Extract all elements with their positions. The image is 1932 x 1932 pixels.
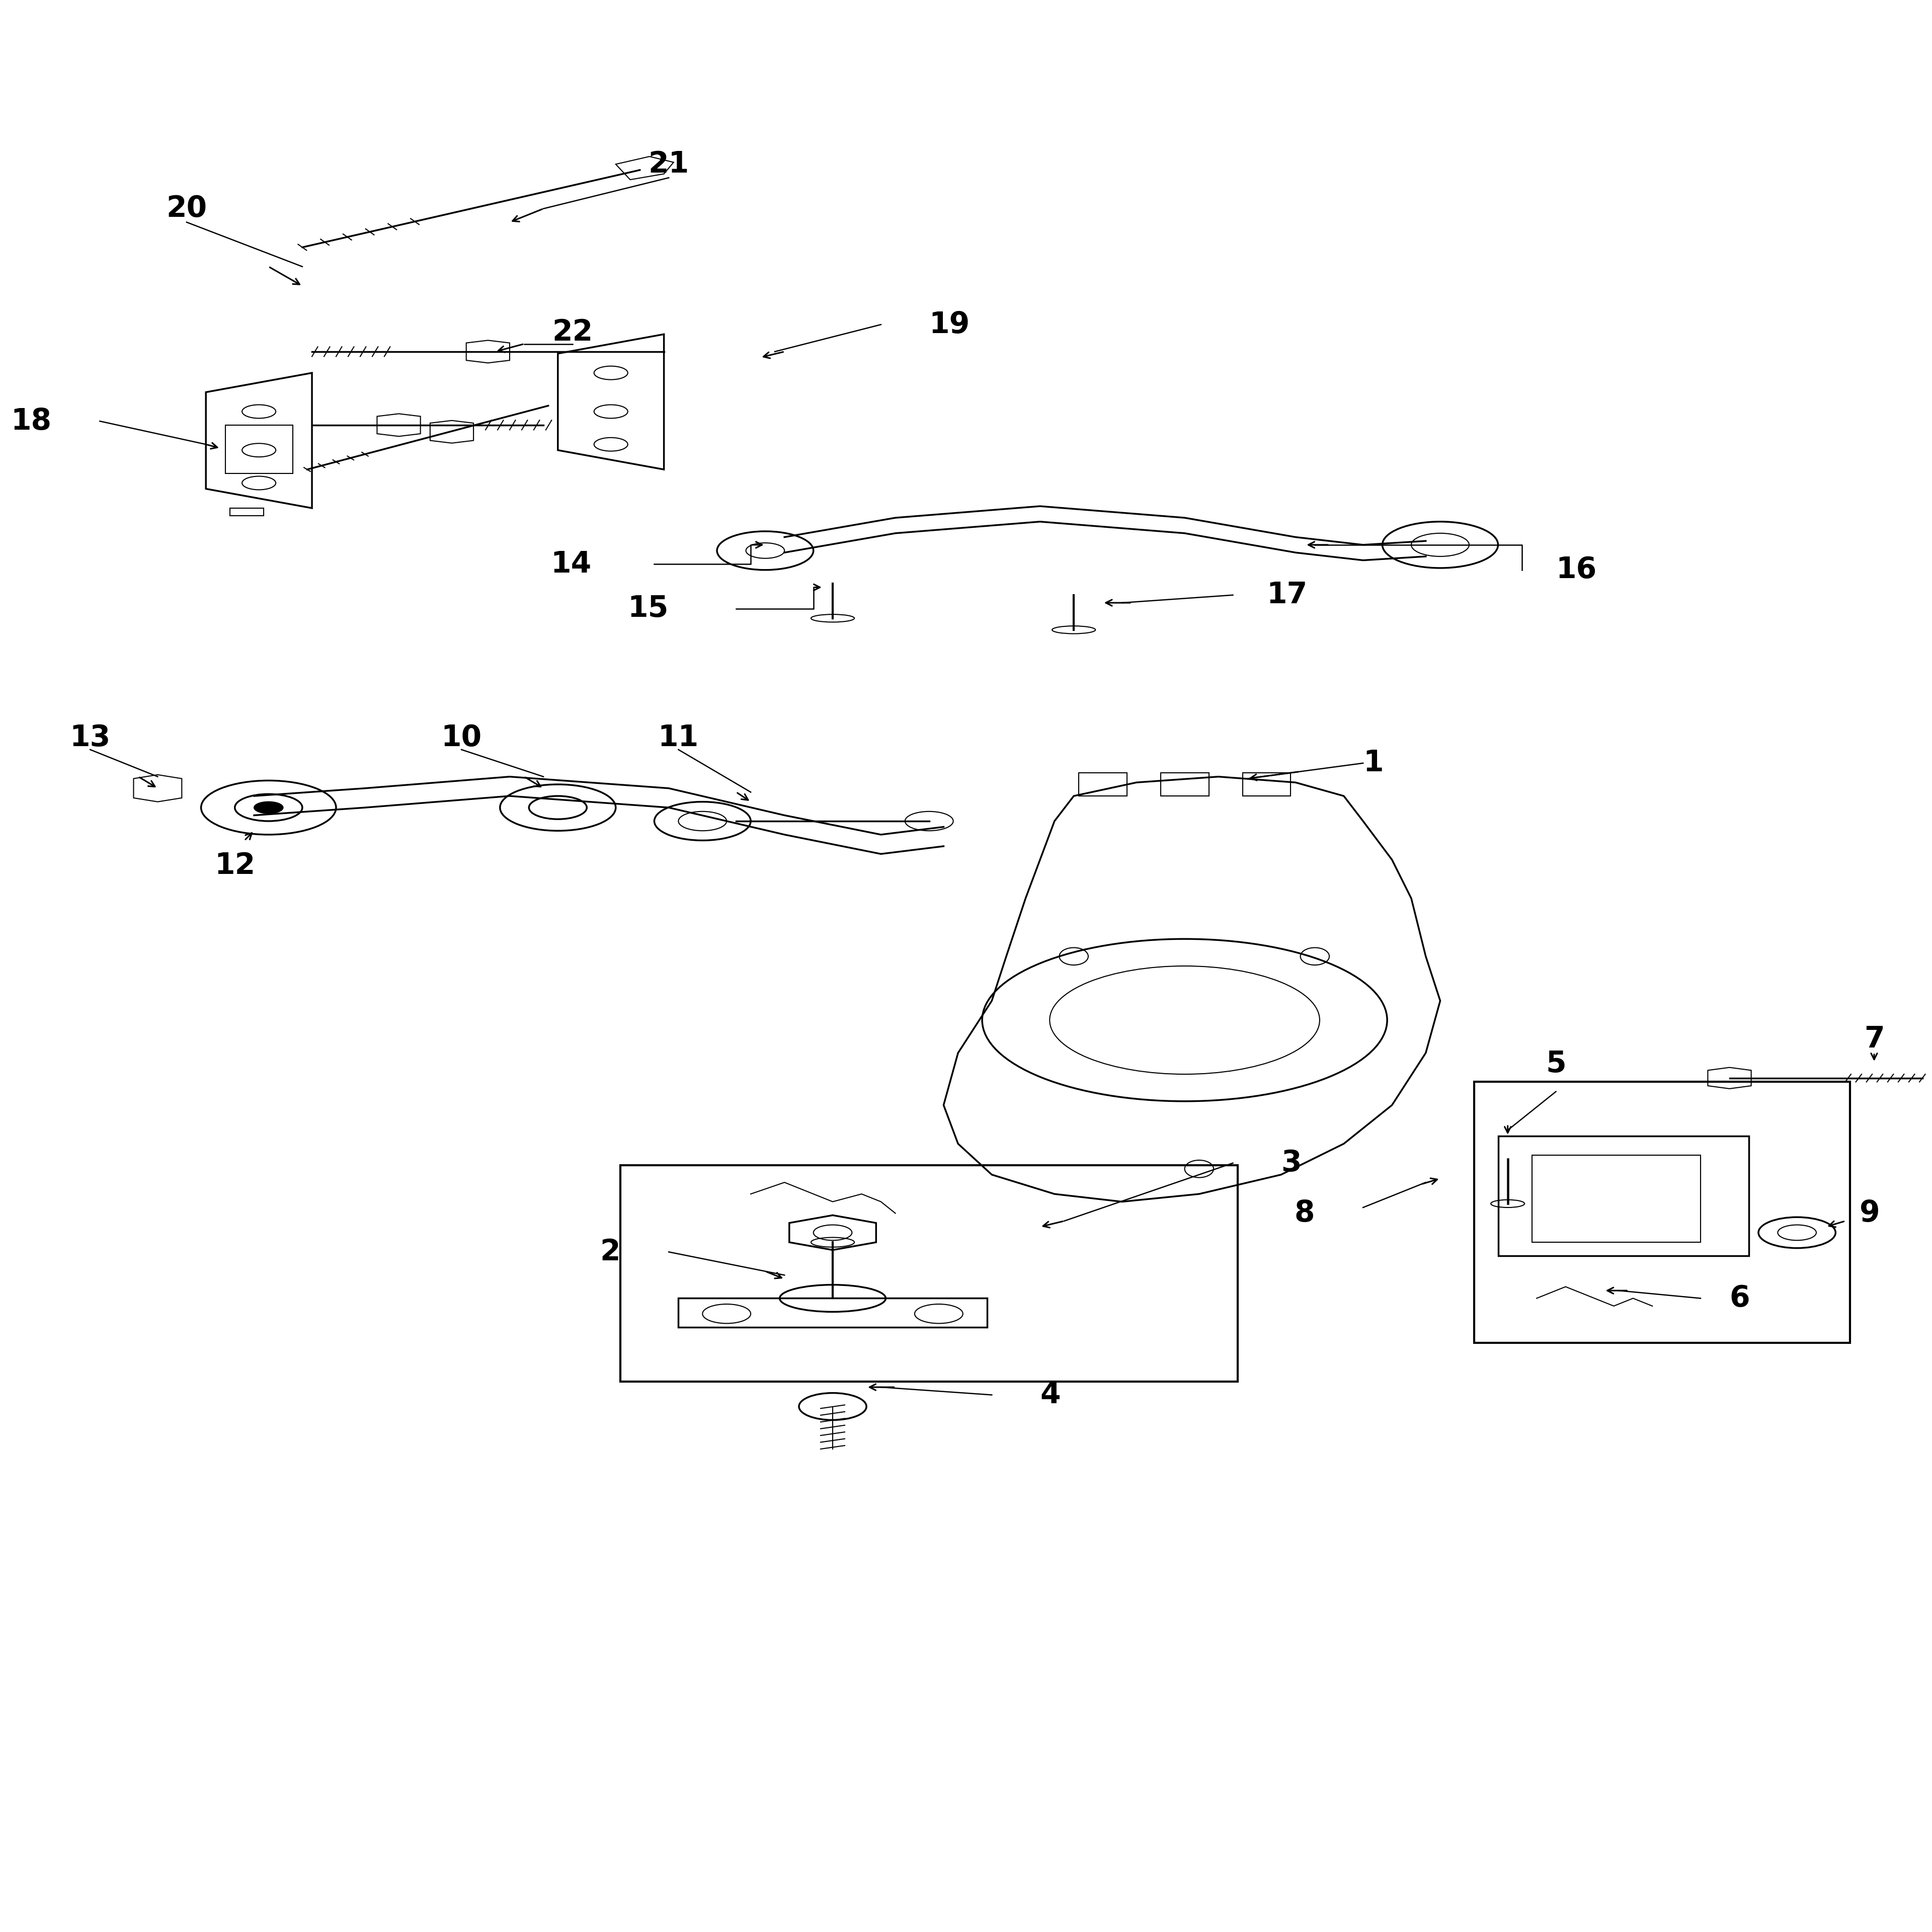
Text: 5: 5: [1546, 1049, 1567, 1078]
Text: 20: 20: [166, 195, 207, 222]
Bar: [1242, 773, 1291, 796]
Text: 8: 8: [1294, 1200, 1316, 1227]
Text: 7: 7: [1864, 1026, 1884, 1053]
Text: 16: 16: [1555, 556, 1598, 583]
Text: 22: 22: [553, 319, 593, 346]
Text: 14: 14: [551, 551, 591, 578]
Text: 1: 1: [1364, 750, 1383, 777]
Text: 13: 13: [70, 725, 110, 752]
Circle shape: [255, 802, 282, 813]
Bar: [1474, 1082, 1851, 1343]
Text: 11: 11: [659, 725, 699, 752]
Text: 4: 4: [1039, 1381, 1061, 1408]
Text: 18: 18: [12, 408, 52, 435]
Bar: [1078, 773, 1126, 796]
Text: 6: 6: [1729, 1285, 1750, 1312]
Text: 10: 10: [440, 725, 481, 752]
Text: 9: 9: [1861, 1200, 1880, 1227]
Bar: [1161, 773, 1209, 796]
Text: 2: 2: [601, 1238, 620, 1265]
Bar: [620, 1165, 1238, 1381]
Bar: [1532, 1155, 1700, 1242]
Text: 12: 12: [214, 852, 255, 879]
Bar: [678, 1298, 987, 1327]
Bar: [226, 425, 292, 473]
Text: 3: 3: [1281, 1150, 1302, 1177]
Bar: [1497, 1136, 1748, 1256]
Text: 15: 15: [628, 595, 668, 622]
Text: 17: 17: [1267, 582, 1308, 609]
Text: 19: 19: [929, 311, 970, 338]
Text: 21: 21: [649, 151, 690, 178]
